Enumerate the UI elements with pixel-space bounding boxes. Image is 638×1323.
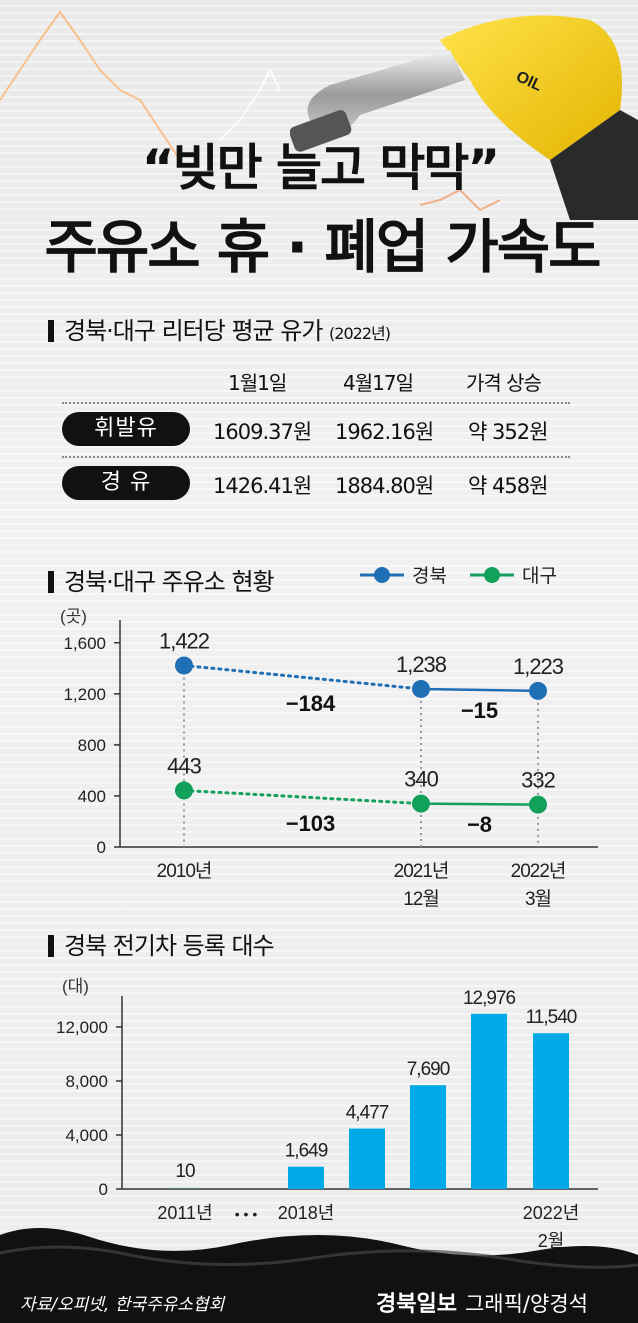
x-tick-label: 2021년	[394, 860, 449, 882]
col-header-increase: 가격 상승	[466, 371, 542, 395]
bar-value-label: 11,540	[526, 1007, 577, 1028]
credit: 경북일보 그래픽/양경석	[376, 1286, 588, 1318]
x-tick-label: 2010년	[157, 860, 212, 882]
data-label: 1,238	[396, 652, 447, 677]
series-line-경북	[182, 663, 423, 691]
bar-value-label: 10	[175, 1161, 195, 1182]
change-label: −8	[467, 812, 492, 837]
fuel-nozzle-icon: OIL	[290, 15, 638, 220]
bar-value-label: 12,976	[463, 988, 516, 1009]
y-tick-label: 800	[78, 736, 106, 755]
x-tick-label: 2018년	[278, 1203, 335, 1223]
price-section-title: 경북·대구 리터당 평균 유가 (2022년)	[48, 311, 391, 346]
diesel-apr17: 1884.80원	[335, 474, 434, 498]
change-label: −184	[286, 691, 336, 716]
y-tick-label: 1,200	[63, 685, 106, 704]
graphic-credit: 그래픽/양경석	[464, 1292, 588, 1316]
change-label: −15	[461, 698, 498, 723]
bar	[288, 1166, 324, 1189]
data-point-대구	[175, 781, 193, 800]
x-tick-label: 2011년	[157, 1203, 212, 1223]
data-label: 340	[404, 767, 438, 792]
legend-label-경북: 경북	[412, 565, 447, 587]
stations-line-chart: (곳) 0 400 800 1,200 1,600 1,422 1,238 1,223 −184 −…	[60, 565, 598, 910]
stations-title-text: 경북·대구 주유소 현황	[64, 568, 275, 596]
y-tick-label: 400	[78, 787, 106, 806]
col-header-jan1: 1월1일	[228, 371, 287, 395]
x-tick-label: 12월	[403, 888, 439, 910]
y-tick-label: 4,000	[65, 1126, 108, 1145]
x-tick-label: 3월	[525, 888, 551, 910]
data-point-경북	[529, 681, 547, 700]
bar	[533, 1033, 569, 1189]
change-label: −103	[286, 811, 336, 836]
legend-marker-경북	[374, 567, 390, 583]
gasoline-jan1: 1609.37원	[213, 420, 312, 444]
y-tick-label: 12,000	[56, 1018, 108, 1037]
data-label: 1,422	[159, 628, 210, 653]
series-line-경북	[420, 687, 539, 693]
fuel-label-diesel: 경 유	[62, 466, 190, 500]
legend-marker-대구	[484, 567, 500, 583]
diesel-jan1: 1426.41원	[213, 474, 312, 498]
section-bullet	[48, 571, 54, 593]
gasoline-increase: 약 352원	[468, 420, 548, 444]
brand-logo: 경북일보	[376, 1292, 457, 1317]
ev-section-title: 경북 전기차 등록 대수	[48, 926, 275, 961]
stock-ticker-decoration	[0, 10, 501, 212]
series-line-대구	[420, 802, 539, 806]
divider	[62, 456, 570, 458]
divider	[62, 402, 570, 404]
y-unit-label: (대)	[62, 977, 89, 996]
ev-title-text: 경북 전기차 등록 대수	[64, 932, 275, 960]
diesel-increase: 약 458원	[468, 474, 548, 498]
col-header-apr17: 4월17일	[343, 371, 414, 395]
data-point-경북	[412, 679, 430, 698]
oil-wave-decoration	[0, 1227, 638, 1323]
data-point-대구	[529, 795, 547, 814]
section-bullet	[48, 320, 54, 342]
data-label: 443	[167, 753, 201, 778]
bar-value-label: 1,649	[285, 1141, 328, 1162]
section-bullet	[48, 935, 54, 957]
headline-line-1: “빚만 늘고 막막”	[141, 139, 501, 197]
fuel-label-gasoline: 휘발유	[62, 412, 190, 446]
data-point-경북	[175, 656, 193, 675]
ev-bar-chart: (대) 0 4,000 8,000 12,000 10 1,649 4,477 7,690 12,…	[56, 977, 598, 1251]
bar-value-label: 7,690	[407, 1059, 450, 1080]
x-tick-label: 2월	[538, 1231, 565, 1251]
source-note: 자료/오피넷, 한국주유소협회	[20, 1295, 225, 1315]
y-tick-label: 8,000	[65, 1072, 108, 1091]
x-tick-label: 2022년	[523, 1203, 580, 1223]
y-tick-label: 0	[97, 838, 106, 857]
data-label: 332	[521, 768, 555, 793]
x-tick-label: • • •	[235, 1206, 258, 1222]
bar	[349, 1128, 385, 1189]
bar	[471, 1013, 507, 1189]
series-line-대구	[182, 788, 423, 806]
bar-value-label: 4,477	[346, 1103, 389, 1124]
y-tick-label: 0	[99, 1180, 108, 1199]
price-title-text: 경북·대구 리터당 평균 유가	[64, 317, 323, 345]
data-point-대구	[412, 794, 430, 813]
data-label: 1,223	[513, 654, 564, 679]
legend-label-대구: 대구	[522, 565, 557, 587]
x-tick-label: 2022년	[511, 860, 566, 882]
headline-line-2: 주유소 휴 · 폐업 가속도	[44, 213, 601, 281]
stations-section-title: 경북·대구 주유소 현황	[48, 562, 275, 597]
year-note: (2022년)	[329, 324, 391, 343]
y-tick-label: 1,600	[63, 634, 106, 653]
bar	[410, 1085, 446, 1189]
gasoline-apr17: 1962.16원	[335, 420, 434, 444]
y-unit-label: (곳)	[60, 607, 87, 626]
